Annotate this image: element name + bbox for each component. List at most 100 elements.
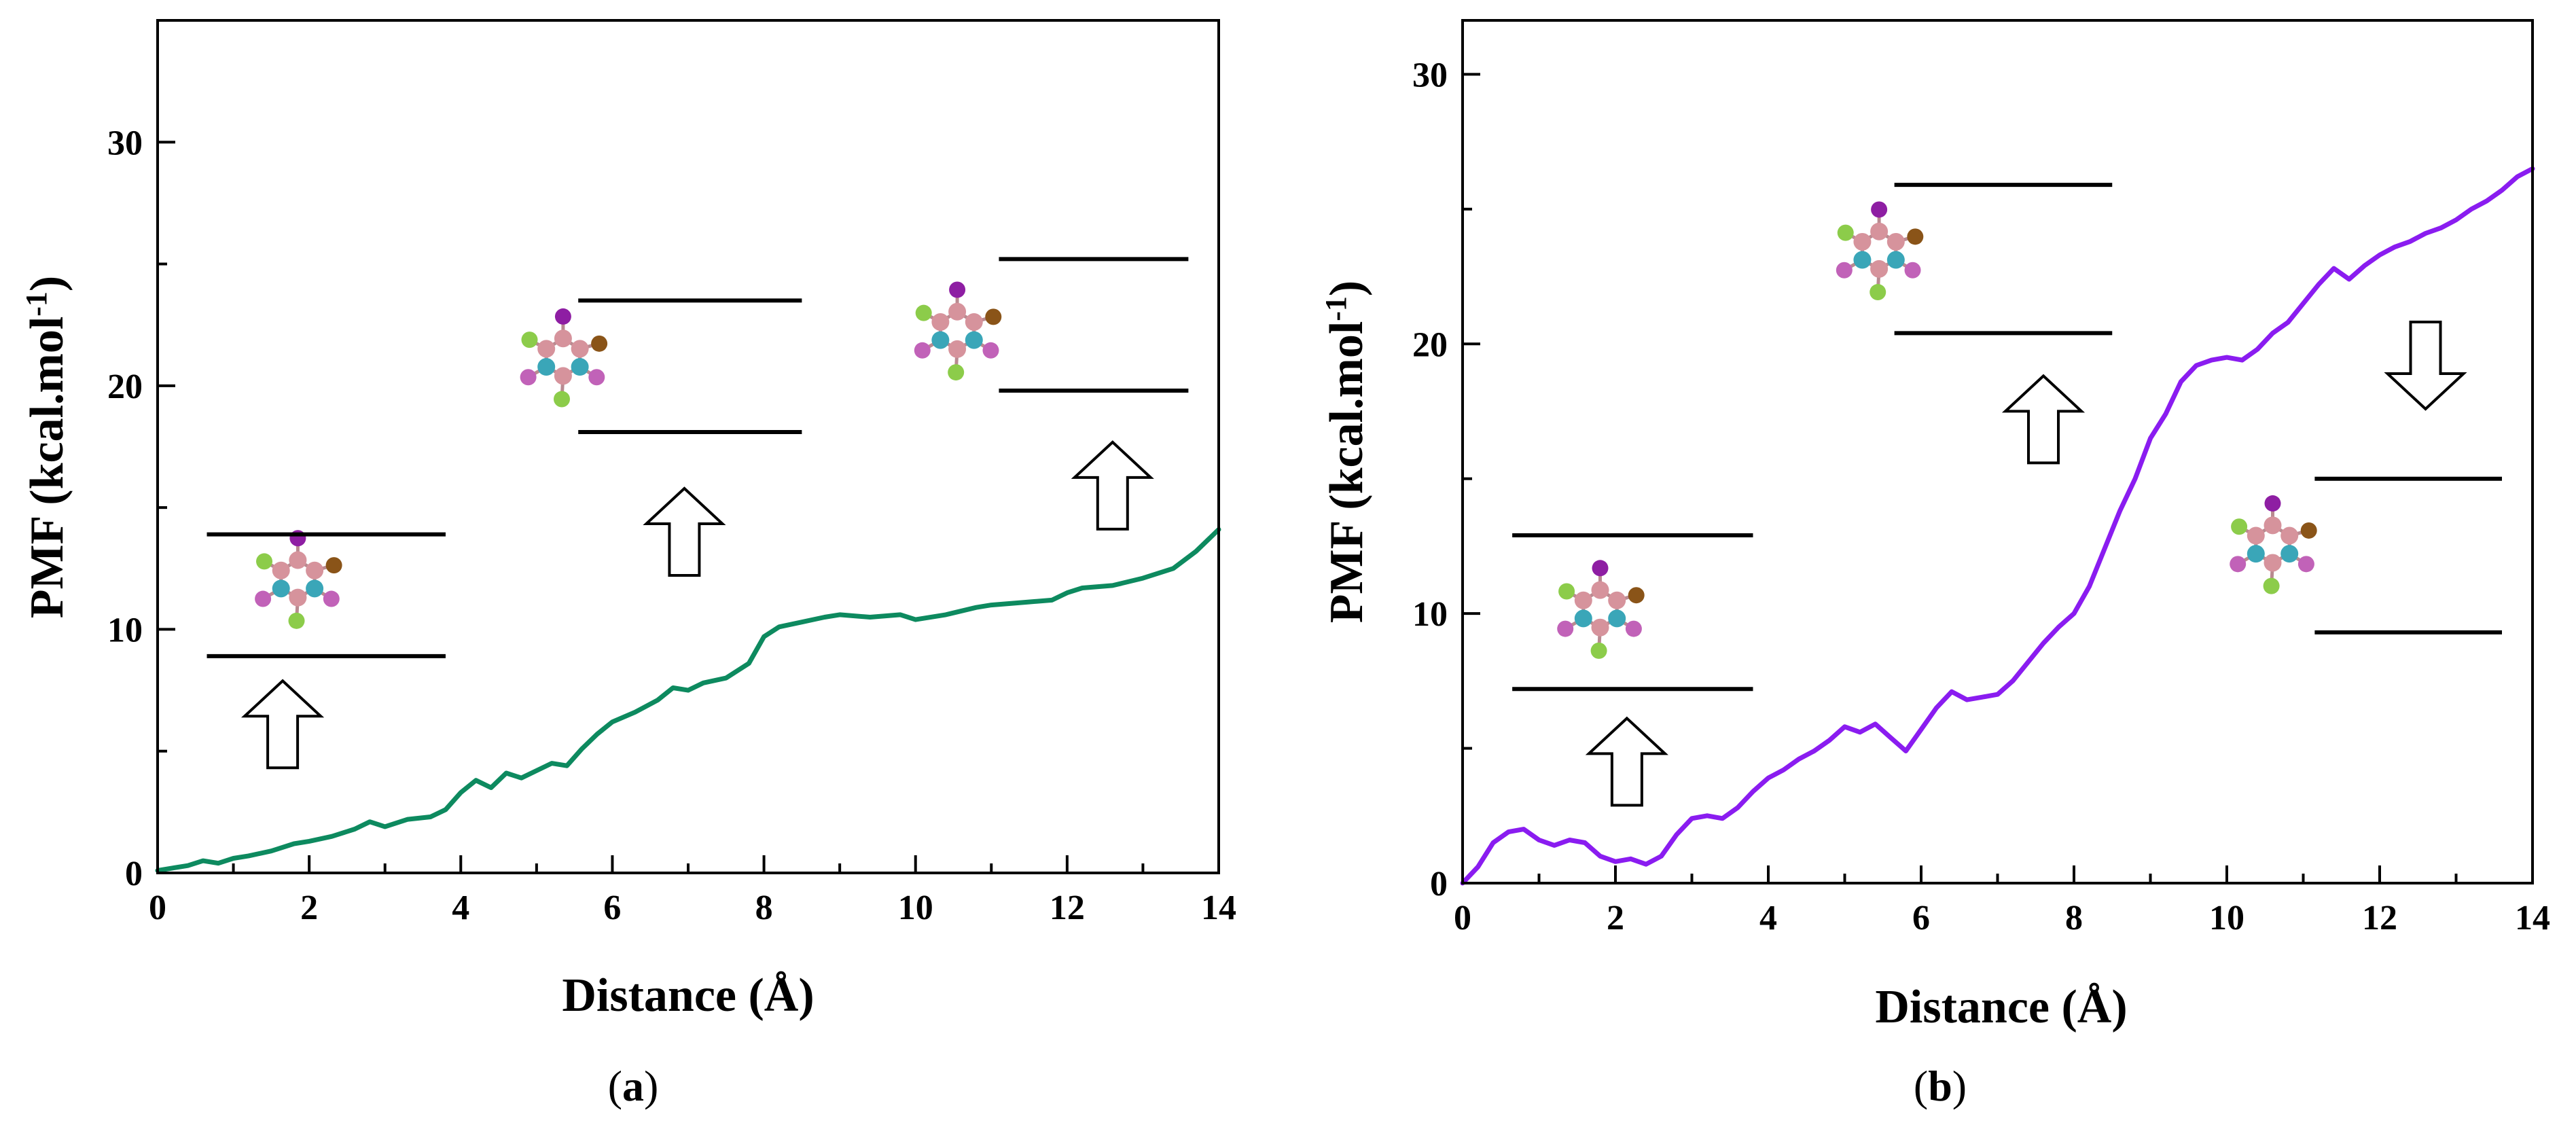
molecule-atom — [520, 369, 537, 386]
y-axis-label-close: ) — [21, 276, 73, 291]
molecule-atom — [554, 391, 571, 408]
molecule-atom — [255, 590, 272, 607]
up-arrow-icon — [2001, 374, 2086, 465]
molecule-atom — [571, 358, 589, 376]
up-arrow-icon — [1071, 440, 1154, 531]
x-tick-label: 0 — [149, 889, 166, 927]
x-tick-label: 14 — [2515, 899, 2550, 937]
molecule-atom — [1592, 560, 1609, 577]
x-tick-label: 10 — [898, 889, 933, 927]
panel-a: 0 2 4 6 8 10 12 14 0 10 20 30 Distance (Å) PMF (kca… — [20, 19, 1236, 1110]
molecule-atom — [554, 329, 572, 348]
molecule-atom — [1837, 224, 1854, 241]
molecule-atom — [1871, 201, 1888, 218]
y-axis-label-close: ) — [1321, 281, 1373, 296]
molecule-atom — [1590, 642, 1607, 659]
x-tick-label: 6 — [603, 889, 621, 927]
molecule-atom — [1591, 581, 1609, 599]
molecule-atom — [2280, 545, 2299, 563]
x-axis-label: Distance (Å) — [562, 969, 814, 1022]
molecule-atom — [915, 304, 932, 321]
molecule-icon — [2230, 495, 2317, 594]
molecule-atom — [1558, 583, 1575, 600]
molecule-atom — [554, 367, 572, 385]
molecule-atom — [1870, 222, 1889, 240]
molecule-atom — [1591, 618, 1609, 637]
molecule-atom — [2280, 526, 2299, 545]
pmf-series-line — [155, 526, 1221, 873]
y-axis-label-main: PMF (kcal.mol — [21, 317, 73, 619]
x-tick-label: 6 — [1912, 899, 1930, 937]
molecule-atom — [931, 331, 950, 349]
molecule-atom — [931, 312, 950, 331]
x-tick-label: 2 — [300, 889, 318, 927]
molecule-atom — [272, 561, 290, 579]
molecule-atom — [571, 340, 589, 358]
molecule-atom — [1853, 251, 1872, 269]
molecule-atom — [1886, 251, 1905, 269]
y-tick-label: 30 — [107, 124, 143, 162]
y-tick-label: 0 — [125, 855, 143, 893]
molecule-atom — [272, 579, 290, 598]
plot-frame — [156, 19, 1220, 874]
molecule-atom — [1574, 591, 1592, 609]
molecule-atom — [537, 358, 556, 376]
x-tick-label: 4 — [1759, 899, 1777, 937]
molecule-atom — [1904, 262, 1921, 279]
panel-b: 0 2 4 6 8 10 12 14 0 10 20 30 Distance (Å) PMF (kca… — [1319, 19, 2550, 1110]
x-tick-label: 14 — [1201, 889, 1236, 927]
y-axis-label-superscript: -1 — [20, 291, 53, 317]
y-axis-label: PMF (kcal.mol-1) — [1319, 281, 1373, 623]
down-arrow-icon — [2384, 321, 2467, 411]
molecule-icon — [255, 530, 342, 629]
molecule-atom — [2264, 554, 2282, 572]
molecule-atom — [2247, 545, 2265, 563]
molecule-atom — [1836, 262, 1853, 279]
x-tick-label: 0 — [1454, 899, 1471, 937]
molecule-atom — [2263, 577, 2280, 594]
x-axis-label: Distance (Å) — [1875, 981, 2127, 1033]
panel-label: (b) — [1914, 1062, 1967, 1110]
molecule-atom — [1608, 591, 1626, 609]
molecule-atom — [948, 340, 967, 358]
up-arrow-icon — [643, 486, 726, 577]
molecule-atom — [256, 553, 273, 570]
panel-label: (a) — [608, 1062, 659, 1110]
molecule-atom — [521, 332, 538, 348]
y-tick-label: 20 — [1412, 325, 1448, 364]
pmf-series-line — [1460, 166, 2535, 886]
molecule-atom — [306, 579, 324, 598]
molecule-atom — [288, 612, 305, 629]
y-tick-label: 10 — [107, 611, 143, 649]
y-tick-label: 0 — [1430, 865, 1448, 904]
molecule-atom — [306, 561, 324, 579]
up-arrow-icon — [1585, 716, 1668, 807]
molecule-atom — [323, 590, 340, 607]
molecule-icon — [914, 281, 1002, 381]
molecule-atom — [2297, 556, 2314, 573]
y-tick-label: 20 — [107, 368, 143, 406]
molecule-atom — [1853, 232, 1872, 251]
molecule-atom — [1574, 609, 1592, 628]
molecule-icon — [1557, 560, 1645, 659]
y-tick-label: 30 — [1412, 56, 1448, 94]
molecule-atom — [2264, 495, 2281, 512]
molecule-atom — [537, 340, 556, 358]
molecule-atom — [289, 588, 307, 607]
molecule-atom — [1625, 620, 1642, 637]
molecule-atom — [965, 312, 983, 331]
y-axis-label-main: PMF (kcal.mol — [1321, 321, 1373, 624]
molecule-atom — [985, 308, 1002, 325]
molecule-atom — [965, 331, 983, 349]
molecule-atom — [2230, 556, 2247, 573]
molecule-atom — [1870, 260, 1889, 278]
y-axis-label-superscript: -1 — [1319, 296, 1353, 321]
molecule-atom — [2247, 526, 2265, 545]
molecule-atom — [982, 342, 999, 359]
x-tick-label: 4 — [452, 889, 469, 927]
x-tick-label: 8 — [2065, 899, 2083, 937]
y-tick-label: 10 — [1412, 595, 1448, 634]
molecule-atom — [948, 364, 965, 381]
molecule-atom — [2231, 518, 2248, 535]
x-tick-label: 10 — [2209, 899, 2244, 937]
